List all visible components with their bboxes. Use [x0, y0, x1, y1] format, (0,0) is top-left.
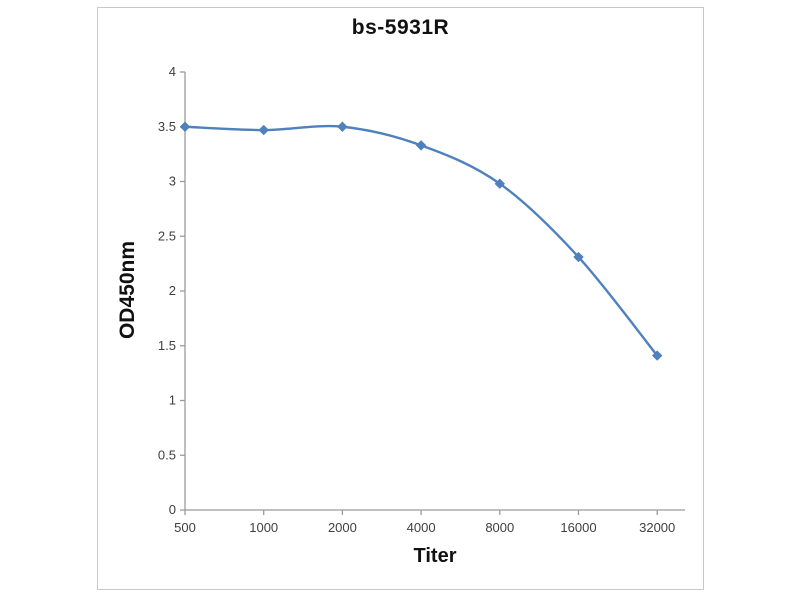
- x-tick-label: 1000: [249, 520, 278, 535]
- x-tick-label: 16000: [560, 520, 596, 535]
- y-tick-label: 4: [169, 64, 176, 79]
- x-tick-label: 4000: [407, 520, 436, 535]
- data-point: [415, 140, 427, 151]
- data-point: [573, 251, 584, 263]
- x-tick-label: 2000: [328, 520, 357, 535]
- x-axis-title: Titer: [413, 545, 457, 567]
- chart-frame: [97, 7, 704, 590]
- data-point: [179, 121, 191, 132]
- y-tick-label: 1: [169, 393, 176, 408]
- data-point: [258, 124, 269, 136]
- x-tick-label: 32000: [639, 520, 675, 535]
- chart-title: bs-5931R: [351, 16, 450, 39]
- y-tick-label: 2: [169, 283, 176, 298]
- y-tick-label: 3.5: [158, 119, 176, 134]
- data-point: [651, 350, 663, 361]
- y-tick-label: 0: [169, 502, 176, 517]
- y-tick-label: 1.5: [158, 338, 176, 353]
- y-tick-label: 3: [169, 174, 176, 189]
- data-point: [337, 121, 348, 132]
- data-point: [494, 178, 506, 189]
- x-tick-label: 8000: [485, 520, 514, 535]
- series-line: [183, 124, 659, 357]
- x-tick-label: 500: [174, 520, 196, 535]
- y-tick-label: 0.5: [158, 447, 176, 462]
- y-tick-label: 2.5: [158, 228, 176, 243]
